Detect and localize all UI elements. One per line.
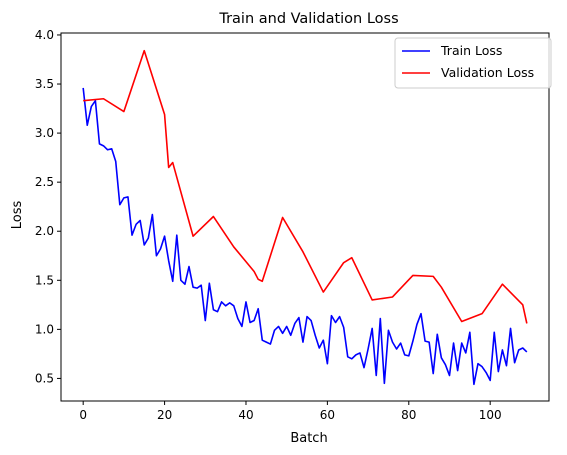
y-tick-label: 2.5 [35,175,54,189]
plot-area [82,49,528,386]
y-tick-label: 1.0 [35,322,54,336]
y-tick-label: 4.0 [35,28,54,42]
y-axis-label: Loss [10,201,25,230]
chart-title: Train and Validation Loss [218,11,398,27]
series-line-1 [83,49,528,324]
axis-ticks: 0 20 40 60 80 100 0.5 1.0 1.5 2.0 2.5 3.0 3.5 4.0 [35,28,502,422]
legend-box [394,37,552,89]
x-axis-label: Batch [290,431,327,446]
x-tick-label: 100 [479,408,502,422]
series-line-0 [82,87,528,386]
y-tick-label: 0.5 [35,371,54,385]
legend: Train Loss Validation Loss [394,37,552,89]
y-tick-label: 3.0 [35,126,54,140]
y-tick-label: 1.5 [35,273,54,287]
x-tick-label: 80 [401,408,416,422]
legend-validation-label: Validation Loss [441,65,534,80]
y-tick-label: 2.0 [35,224,54,238]
legend-train-label: Train Loss [440,43,502,58]
x-tick-label: 60 [320,408,335,422]
x-tick-label: 0 [79,408,87,422]
y-tick-label: 3.5 [35,77,54,91]
x-tick-label: 40 [238,408,253,422]
x-tick-label: 20 [157,408,172,422]
plot-frame [60,32,550,402]
